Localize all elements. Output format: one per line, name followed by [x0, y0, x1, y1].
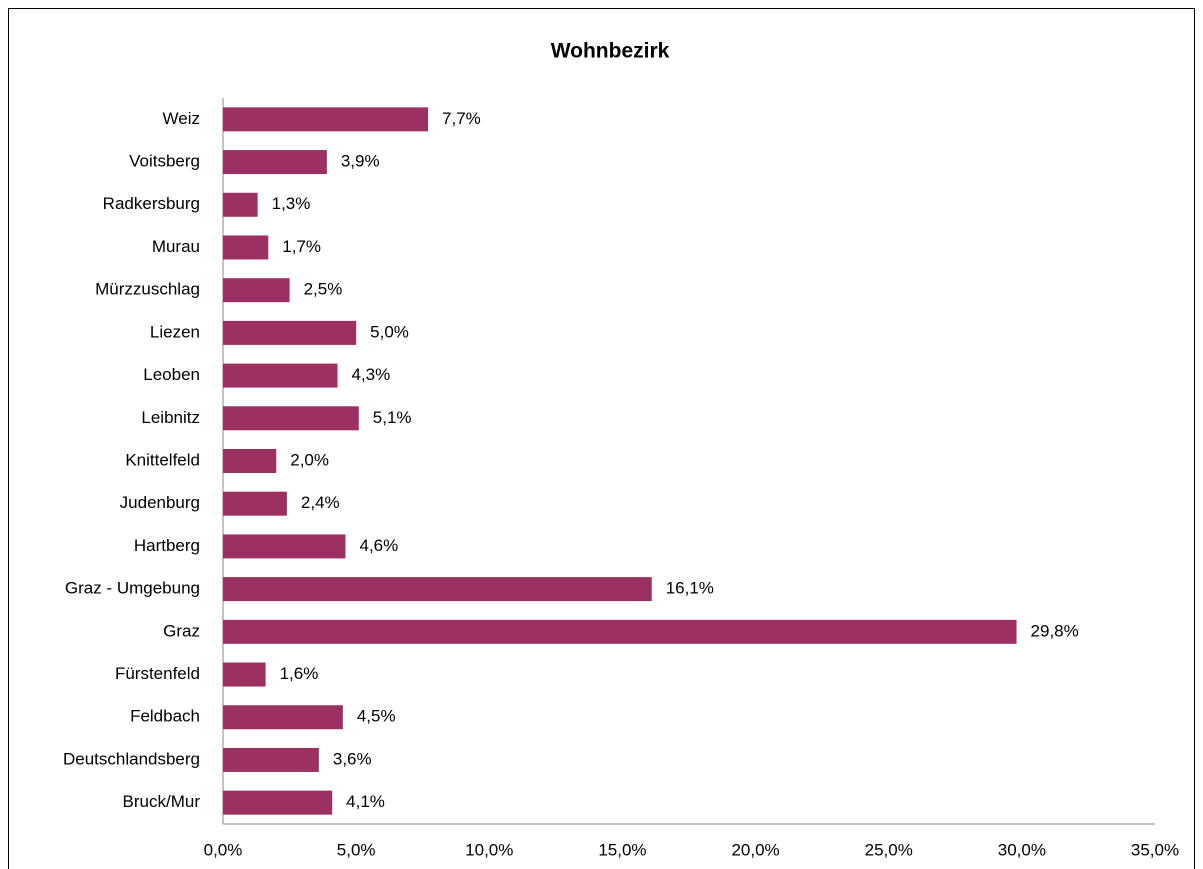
- chart-title: Wohnbezirk: [551, 40, 670, 63]
- data-label: 3,6%: [333, 749, 372, 768]
- y-tick-label: Liezen: [150, 322, 200, 341]
- x-tick-label: 5,0%: [337, 840, 376, 859]
- x-tick-label: 0,0%: [204, 840, 243, 859]
- data-label: 29,8%: [1031, 621, 1079, 640]
- y-tick-label: Fürstenfeld: [115, 664, 200, 683]
- data-label: 5,1%: [373, 408, 412, 427]
- x-tick-label: 30,0%: [998, 840, 1046, 859]
- x-tick-label: 35,0%: [1131, 840, 1179, 859]
- y-tick-label: Murau: [152, 237, 200, 256]
- y-tick-label: Hartberg: [134, 536, 200, 555]
- bar: [223, 790, 333, 815]
- bar: [223, 747, 319, 772]
- x-tick-label: 15,0%: [598, 840, 646, 859]
- bar: [223, 192, 258, 217]
- y-tick-label: Graz: [163, 621, 200, 640]
- x-tick-label: 20,0%: [731, 840, 779, 859]
- y-tick-label: Weiz: [163, 109, 200, 128]
- data-label: 1,7%: [282, 237, 321, 256]
- data-label: 2,0%: [290, 450, 329, 469]
- y-tick-label: Leibnitz: [141, 408, 200, 427]
- bar: [223, 150, 327, 175]
- x-tick-label: 25,0%: [865, 840, 913, 859]
- y-tick-label: Radkersburg: [103, 194, 200, 213]
- bar: [223, 320, 357, 345]
- bar: [223, 662, 266, 687]
- bar: [223, 534, 346, 559]
- y-tick-label: Judenburg: [120, 493, 200, 512]
- data-label: 2,5%: [304, 280, 343, 299]
- data-label: 2,4%: [301, 493, 340, 512]
- x-tick-label: 10,0%: [465, 840, 513, 859]
- y-tick-label: Mürzzuschlag: [95, 280, 200, 299]
- bar: [223, 406, 359, 431]
- chart-border: [8, 8, 1195, 869]
- y-tick-label: Bruck/Mur: [123, 792, 201, 811]
- bar: [223, 449, 277, 473]
- bar: [223, 619, 1017, 644]
- y-tick-label: Deutschlandsberg: [63, 749, 200, 768]
- y-tick-label: Feldbach: [130, 707, 200, 726]
- bar: [223, 278, 290, 303]
- y-tick-label: Leoben: [143, 365, 200, 384]
- bar: [223, 491, 287, 516]
- data-label: 1,6%: [280, 664, 319, 683]
- bar: [223, 577, 652, 602]
- data-label: 16,1%: [666, 579, 714, 598]
- data-label: 4,6%: [359, 536, 398, 555]
- data-label: 3,9%: [341, 152, 380, 171]
- data-label: 4,5%: [357, 707, 396, 726]
- y-tick-label: Voitsberg: [129, 152, 200, 171]
- bar: [223, 363, 338, 388]
- data-label: 5,0%: [370, 322, 409, 341]
- y-tick-label: Knittelfeld: [125, 450, 200, 469]
- bar: [223, 235, 269, 260]
- data-label: 7,7%: [442, 109, 481, 128]
- data-label: 4,3%: [352, 365, 391, 384]
- bar: [223, 705, 343, 730]
- y-tick-label: Graz - Umgebung: [65, 579, 200, 598]
- data-label: 1,3%: [272, 194, 311, 213]
- bar: [223, 107, 429, 132]
- data-label: 4,1%: [346, 792, 385, 811]
